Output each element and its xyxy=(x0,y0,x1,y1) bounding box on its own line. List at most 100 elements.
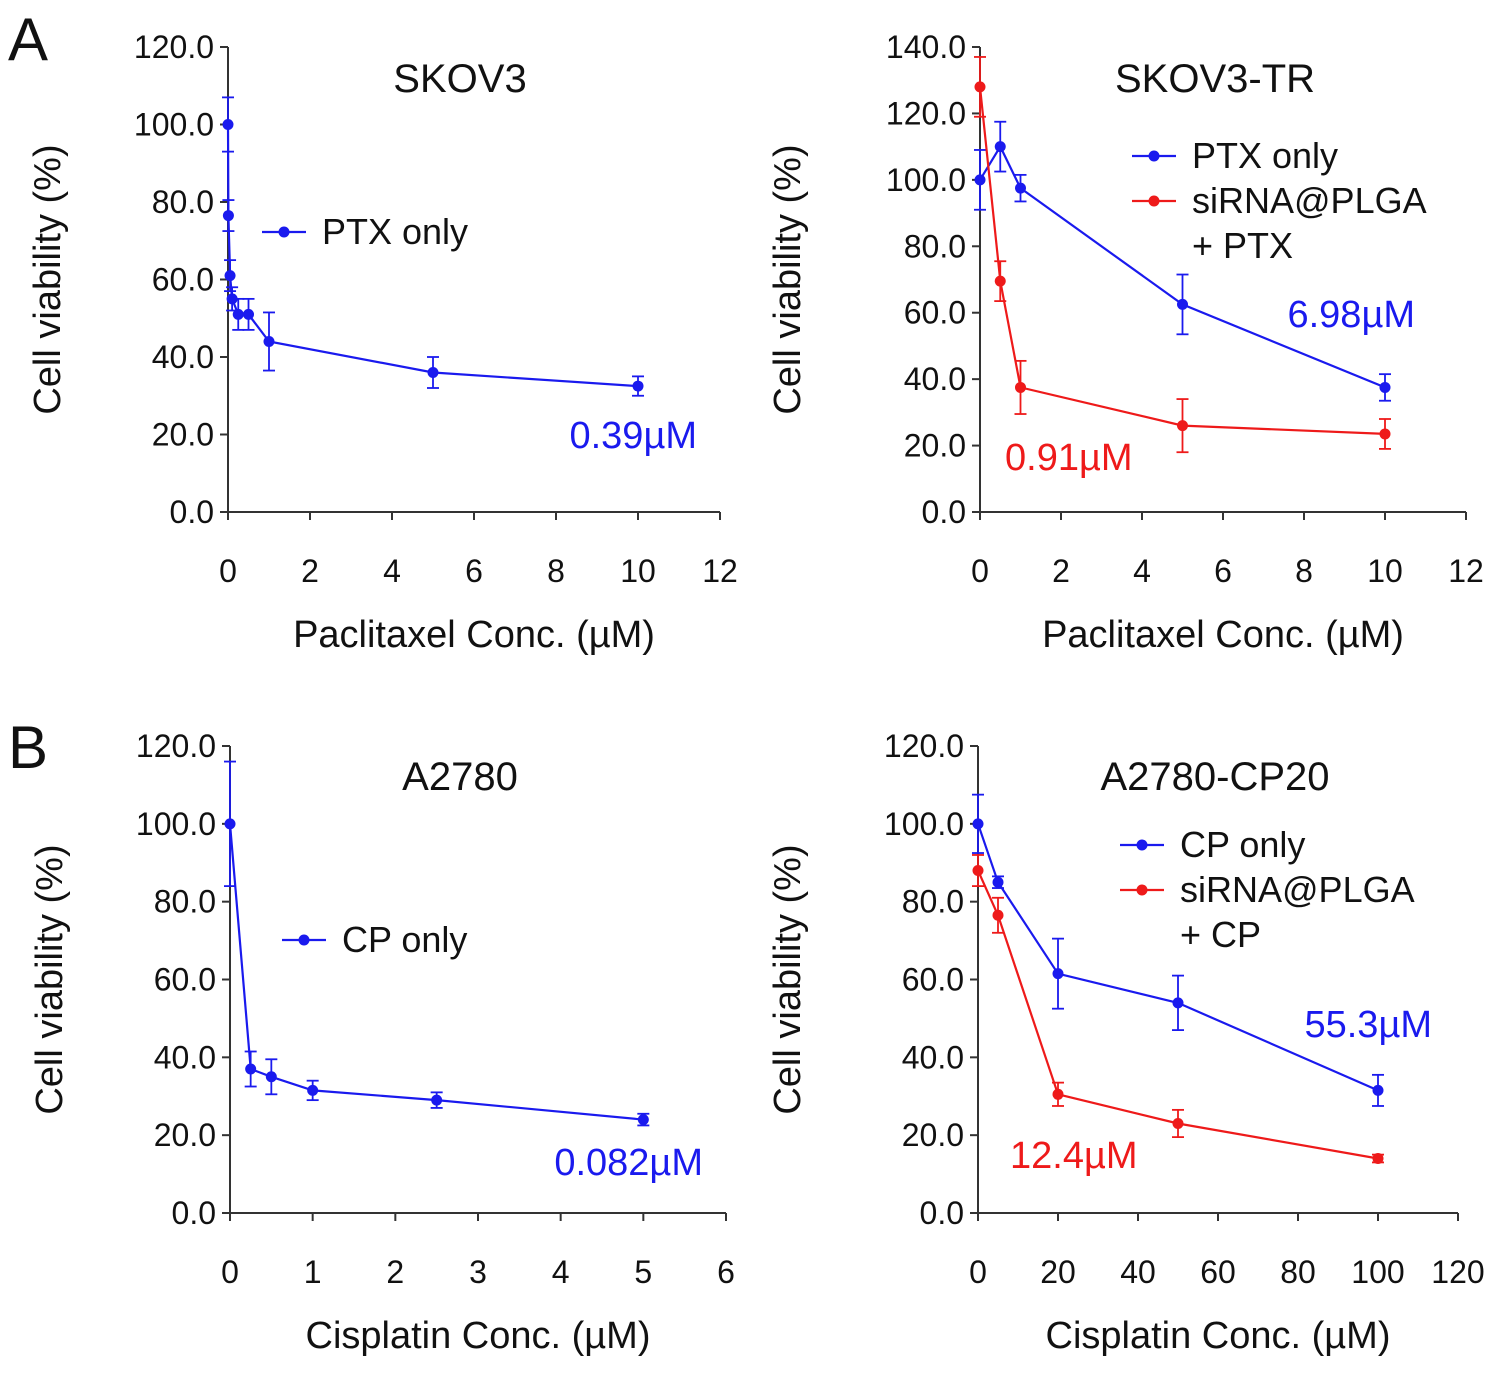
x-tick-label: 4 xyxy=(383,553,401,589)
x-tick-label: 2 xyxy=(301,553,319,589)
ic50-annotation: 0.91µM xyxy=(1005,437,1133,479)
y-tick-label: 140.0 xyxy=(886,29,966,65)
x-axis-title: Paclitaxel Conc. (µM) xyxy=(293,614,655,656)
chart-3: 0 20 40 60 80 100 120 0.0 20.0 40.0 60.0 80.0 100.0 1… xyxy=(767,728,1485,1357)
ic50-annotation: 12.4µM xyxy=(1010,1135,1138,1177)
x-tick-label: 6 xyxy=(1214,553,1232,589)
y-axis-title: Cell viability (%) xyxy=(27,144,69,414)
y-tick-label: 20.0 xyxy=(154,1117,216,1153)
y-tick-label: 20.0 xyxy=(902,1117,964,1153)
series-0 xyxy=(974,120,1391,402)
legend-marker xyxy=(298,934,310,946)
data-point xyxy=(1372,1153,1384,1165)
legend-label-line2: + PTX xyxy=(1192,225,1293,266)
y-tick-label: 120.0 xyxy=(884,728,964,764)
data-point xyxy=(1177,420,1188,432)
chart-title: A2780 xyxy=(402,755,518,799)
data-point xyxy=(263,336,275,347)
y-tick-label: 0.0 xyxy=(172,1195,216,1231)
legend-marker xyxy=(1148,195,1160,207)
y-tick-label: 60.0 xyxy=(904,295,966,331)
data-point xyxy=(974,174,986,186)
data-point xyxy=(222,119,234,130)
x-tick-label: 20 xyxy=(1040,1254,1076,1290)
y-tick-label: 60.0 xyxy=(902,962,964,998)
x-tick-label: 10 xyxy=(1367,553,1403,589)
legend-label-line2: + CP xyxy=(1180,914,1261,955)
y-tick-label: 100.0 xyxy=(884,806,964,842)
x-tick-label: 12 xyxy=(702,553,738,589)
x-tick-label: 60 xyxy=(1200,1254,1236,1290)
legend-marker xyxy=(1136,884,1148,896)
x-tick-label: 3 xyxy=(469,1254,487,1290)
y-tick-label: 80.0 xyxy=(152,184,214,220)
data-point xyxy=(994,275,1006,287)
legend-label: siRNA@PLGA xyxy=(1180,869,1415,910)
y-tick-label: 40.0 xyxy=(154,1039,216,1075)
x-tick-label: 1 xyxy=(304,1254,322,1290)
data-point xyxy=(992,876,1004,888)
x-tick-label: 100 xyxy=(1351,1254,1404,1290)
data-point xyxy=(226,293,238,305)
series-line xyxy=(228,823,644,1121)
x-tick-label: 40 xyxy=(1120,1254,1156,1290)
x-tick-label: 2 xyxy=(386,1254,404,1290)
series-1 xyxy=(974,56,1391,454)
y-axis-title: Cell viability (%) xyxy=(29,844,71,1114)
data-point xyxy=(1172,997,1184,1009)
series-line xyxy=(976,823,1379,1092)
x-tick-label: 0 xyxy=(219,553,237,589)
x-tick-label: 10 xyxy=(620,553,656,589)
chart-title: A2780-CP20 xyxy=(1100,755,1329,799)
legend-marker xyxy=(278,226,290,238)
ic50-annotation: 6.98µM xyxy=(1287,294,1415,336)
x-tick-label: 5 xyxy=(634,1254,652,1290)
data-point xyxy=(994,141,1006,153)
data-point xyxy=(243,308,254,320)
x-tick-label: 8 xyxy=(547,553,565,589)
ic50-annotation: 0.39µM xyxy=(569,415,697,457)
x-tick-label: 6 xyxy=(717,1254,735,1290)
chart-0: 0 2 4 6 8 10 120.020.040.060.080.0100.0120.0Pa… xyxy=(27,29,738,656)
y-tick-label: 40.0 xyxy=(152,339,214,375)
charts: 0 2 4 6 8 10 120.020.040.060.080.0100.0120.0Pa… xyxy=(27,29,1485,1357)
data-point xyxy=(224,270,236,282)
ic50-annotation: 0.082µM xyxy=(554,1142,703,1184)
data-point xyxy=(972,865,984,877)
x-tick-label: 12 xyxy=(1448,553,1484,589)
y-tick-label: 80.0 xyxy=(904,228,966,264)
legend-label: CP only xyxy=(342,919,467,960)
data-point xyxy=(1052,1088,1064,1100)
y-tick-label: 0.0 xyxy=(920,1195,964,1231)
data-point xyxy=(431,1094,443,1106)
y-tick-label: 0.0 xyxy=(170,494,214,530)
chart-1: 0 2 4 6 8 10 120.020.040.060.080.0100.0120.014… xyxy=(767,29,1484,656)
x-axis-title: Cisplatin Conc. (µM) xyxy=(306,1315,651,1357)
x-axis-title: Cisplatin Conc. (µM) xyxy=(1046,1315,1391,1357)
y-tick-label: 100.0 xyxy=(134,107,214,143)
data-point xyxy=(637,1114,649,1126)
data-point xyxy=(1015,381,1026,393)
ic50-annotation: 55.3µM xyxy=(1304,1004,1432,1046)
data-point xyxy=(307,1084,319,1096)
panel-letter-b: B xyxy=(8,714,48,781)
x-axis-title: Paclitaxel Conc. (µM) xyxy=(1042,614,1404,656)
x-tick-label: 4 xyxy=(552,1254,570,1290)
legend-marker xyxy=(1136,839,1148,851)
y-tick-label: 40.0 xyxy=(904,361,966,397)
data-point xyxy=(1172,1117,1184,1129)
panel-letter-a: A xyxy=(8,6,48,73)
series-0 xyxy=(222,96,644,397)
series-0 xyxy=(972,793,1384,1107)
x-tick-label: 4 xyxy=(1133,553,1151,589)
y-tick-label: 0.0 xyxy=(922,494,966,530)
data-point xyxy=(232,308,244,320)
chart-title: SKOV3 xyxy=(393,57,526,101)
chart-title: SKOV3-TR xyxy=(1115,57,1315,101)
data-point xyxy=(972,818,984,830)
data-point xyxy=(632,380,644,392)
data-point xyxy=(245,1063,257,1075)
x-tick-label: 0 xyxy=(969,1254,987,1290)
y-tick-label: 80.0 xyxy=(154,884,216,920)
